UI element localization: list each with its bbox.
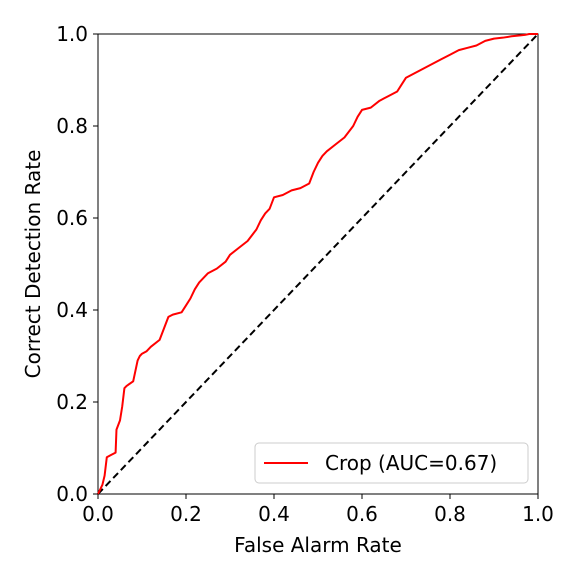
y-tick-label: 1.0 bbox=[56, 22, 88, 46]
x-tick-label: 0.2 bbox=[170, 502, 202, 526]
legend-label-crop: Crop (AUC=0.67) bbox=[325, 451, 497, 475]
legend: Crop (AUC=0.67) bbox=[254, 442, 529, 484]
y-tick-label: 0.2 bbox=[56, 390, 88, 414]
y-tick-label: 0.6 bbox=[56, 206, 88, 230]
x-axis-label: False Alarm Rate bbox=[234, 533, 402, 557]
y-tick-label: 0.8 bbox=[56, 114, 88, 138]
y-tick-label: 0.4 bbox=[56, 298, 88, 322]
legend-box bbox=[254, 442, 529, 484]
x-tick-label: 1.0 bbox=[522, 502, 554, 526]
y-axis-label: Correct Detection Rate bbox=[21, 150, 45, 379]
plot-area bbox=[97, 33, 539, 495]
y-axis-ticks: 0.0 0.2 0.4 0.6 0.8 1.0 bbox=[56, 22, 98, 506]
series-line-crop bbox=[97, 33, 538, 495]
x-tick-label: 0.6 bbox=[346, 502, 378, 526]
x-tick-label: 0.4 bbox=[258, 502, 290, 526]
series-layer bbox=[97, 33, 539, 495]
x-axis-ticks: 0.0 0.2 0.4 0.6 0.8 1.0 bbox=[82, 494, 554, 526]
y-tick-label: 0.0 bbox=[56, 482, 88, 506]
x-tick-label: 0.0 bbox=[82, 502, 114, 526]
x-tick-label: 0.8 bbox=[434, 502, 466, 526]
chance-diagonal-line bbox=[97, 33, 539, 495]
plot-frame bbox=[97, 33, 539, 495]
